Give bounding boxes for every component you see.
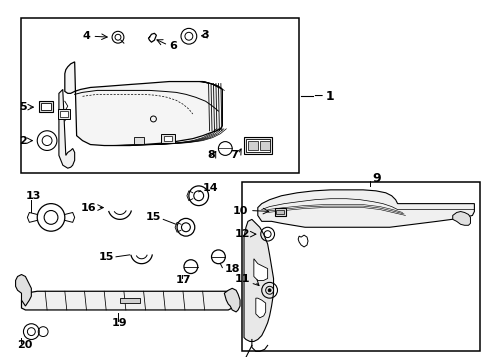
Text: 12: 12 xyxy=(234,229,249,239)
Bar xyxy=(276,210,284,215)
Bar xyxy=(41,103,51,110)
Bar xyxy=(164,136,172,141)
Bar xyxy=(247,141,257,150)
Bar xyxy=(58,109,70,119)
Text: 16: 16 xyxy=(81,203,96,212)
Bar xyxy=(274,208,286,216)
Text: 15: 15 xyxy=(99,252,114,262)
Text: 5: 5 xyxy=(19,102,26,112)
Bar xyxy=(161,134,175,143)
Bar xyxy=(21,18,299,173)
Text: 9: 9 xyxy=(371,171,380,185)
Circle shape xyxy=(267,289,270,292)
Polygon shape xyxy=(21,291,234,310)
Polygon shape xyxy=(253,259,267,280)
Bar xyxy=(120,298,140,303)
Text: 4: 4 xyxy=(82,31,90,41)
Polygon shape xyxy=(257,190,473,227)
Bar xyxy=(133,137,143,144)
Text: 3: 3 xyxy=(201,30,208,40)
Bar xyxy=(245,139,269,152)
Polygon shape xyxy=(16,275,31,306)
Bar xyxy=(242,182,479,351)
Text: 17: 17 xyxy=(176,275,191,285)
Text: 11: 11 xyxy=(234,274,249,284)
Bar xyxy=(244,137,271,154)
Text: 13: 13 xyxy=(25,191,41,201)
Polygon shape xyxy=(255,298,265,318)
Polygon shape xyxy=(452,212,469,225)
Text: 2: 2 xyxy=(19,136,26,145)
Bar xyxy=(259,141,269,150)
Text: 15: 15 xyxy=(145,212,161,222)
Polygon shape xyxy=(298,235,307,247)
Text: 14: 14 xyxy=(202,183,218,193)
Text: 10: 10 xyxy=(232,206,247,216)
Text: 19: 19 xyxy=(112,318,127,328)
Bar xyxy=(39,101,53,112)
Text: 6: 6 xyxy=(169,41,177,51)
Polygon shape xyxy=(65,62,222,145)
Polygon shape xyxy=(59,89,75,168)
Text: 7: 7 xyxy=(230,150,238,161)
Text: 18: 18 xyxy=(224,264,239,274)
Text: ─ 1: ─ 1 xyxy=(313,90,334,103)
Text: 20: 20 xyxy=(18,341,33,350)
Polygon shape xyxy=(244,219,273,342)
Text: 8: 8 xyxy=(207,150,215,161)
Polygon shape xyxy=(224,288,240,312)
Bar xyxy=(60,111,68,117)
